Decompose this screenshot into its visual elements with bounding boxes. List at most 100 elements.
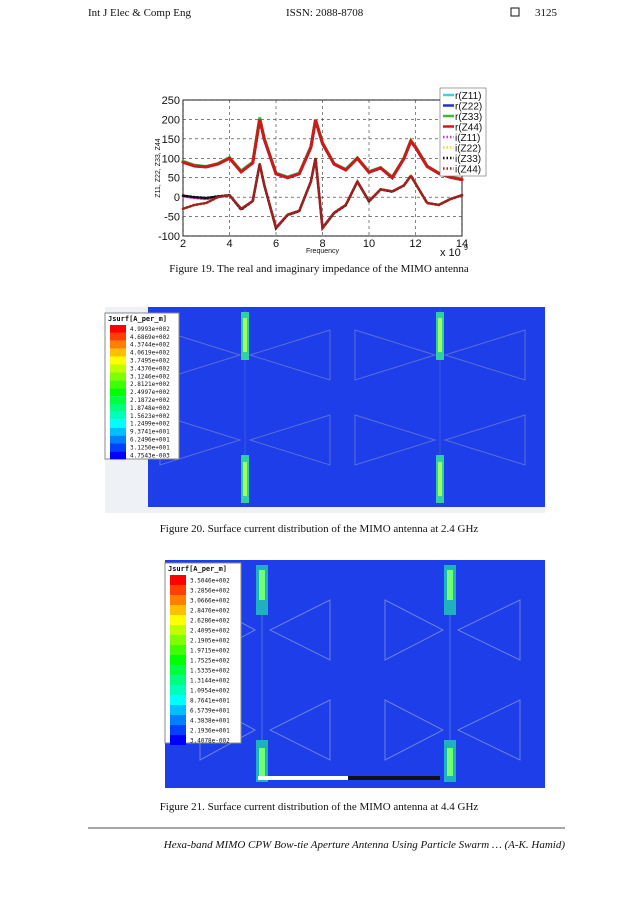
colorbar-swatch [110, 451, 126, 460]
colorbar-swatch [170, 615, 186, 625]
colorbar-label: 2.8476e+002 [190, 608, 230, 615]
caption: Figure 20. Surface current distribution … [160, 523, 479, 535]
colorbar-label: 4.0619e+002 [130, 350, 170, 357]
feed-currents [241, 310, 444, 505]
colorbar-label: 1.9715e+002 [190, 648, 230, 655]
colorbar-label: 9.3741e+001 [130, 429, 170, 436]
current-field [148, 307, 545, 507]
caption: Figure 19. The real and imaginary impeda… [169, 263, 469, 275]
legend-label: i(Z11) [455, 133, 480, 144]
caption: Figure 21. Surface current distribution … [160, 801, 479, 813]
colorbar-swatch [110, 396, 126, 404]
series-line [181, 158, 464, 232]
colorbar-label: 2.1872e+002 [130, 397, 170, 404]
y-tick-label: 150 [162, 134, 180, 146]
colorbar-label: 3.1246e+002 [130, 373, 170, 380]
y-tick-label: 200 [162, 114, 180, 126]
colorbar-label: 8.7641e+001 [190, 698, 230, 705]
y-tick-label: 100 [162, 153, 180, 165]
colorbar-swatch [110, 388, 126, 397]
colorbar-label: 3.0666e+002 [190, 598, 230, 605]
colorbar-label: 2.1905e+002 [190, 638, 230, 645]
colorbar-label: 1.5335e+002 [190, 668, 230, 675]
legend-label: r(Z44) [455, 123, 482, 134]
colorbar-swatch [170, 655, 186, 665]
colorbar-title: Jsurf[A_per_m] [108, 315, 167, 323]
colorbar-swatch [170, 595, 186, 605]
colorbar-label: 2.4095e+002 [190, 628, 230, 635]
colorbar-title: Jsurf[A_per_m] [168, 565, 227, 573]
legend-label: r(Z22) [455, 102, 482, 113]
page-number: 3125 [535, 7, 558, 19]
colorbar-label: 3.7495e+002 [130, 358, 170, 365]
y-tick-label: 250 [162, 95, 180, 107]
axis-scale-exponent: 9 [464, 245, 468, 252]
legend-box [439, 87, 487, 177]
colorbar-swatch [110, 372, 126, 381]
x-tick-label: 14 [456, 238, 468, 250]
colorbar-label: 3.5046e+002 [190, 578, 230, 585]
colorbar-swatch [170, 675, 186, 685]
x-axis-label: Frequency [306, 248, 340, 255]
colorbar-label: 4.7543e-003 [130, 452, 170, 459]
colorbar-label: 2.4997e+002 [130, 389, 170, 396]
figure-19: -100 -50 0 50 100 150 200 250 2 4 6 8 10 12 14 Frequenc… [155, 87, 487, 259]
colorbar-swatch [170, 735, 186, 745]
colorbar-swatch [170, 705, 186, 715]
colorbar-label: 4.3838e+001 [190, 718, 230, 725]
figure-20: Jsurf[A_per_m] 4.9993e+0024.6869e+0024.37… [104, 307, 545, 513]
box-icon [510, 7, 520, 17]
colorbar-label: 1.3144e+002 [190, 678, 230, 685]
colorbar-label: 2.8121e+002 [130, 381, 170, 388]
x-tick-label: 6 [273, 238, 279, 250]
colorbar-label: 6.2496e+001 [130, 437, 170, 444]
x-tick-label: 2 [180, 238, 186, 250]
colorbar-swatch [110, 340, 126, 349]
x-tick-label: 4 [226, 238, 232, 250]
colorbar-swatch [170, 575, 186, 585]
feed-currents [256, 565, 456, 782]
colorbar-label: 2.1936e+001 [190, 728, 230, 735]
series-line [181, 119, 464, 182]
colorbar-swatch [170, 625, 186, 635]
colorbar-label: 1.0954e+002 [190, 688, 230, 695]
colorbar-label: 3.2856e+002 [190, 588, 230, 595]
legend-label: i(Z44) [455, 165, 481, 176]
colorbar-swatch [110, 443, 126, 452]
colorbar-swatch [110, 364, 126, 373]
y-axis-label: Z11, Z22, Z33, Z44 [155, 138, 162, 198]
colorbar-swatch [170, 605, 186, 615]
x-tick-label: 12 [409, 238, 421, 250]
colorbar-swatch [110, 427, 126, 436]
colorbar-label: 4.3744e+002 [130, 342, 170, 349]
colorbar-swatch [110, 419, 126, 428]
y-tick-label: -50 [164, 212, 180, 224]
colorbar-swatch [110, 325, 126, 333]
colorbar-swatch [170, 725, 186, 735]
legend-label: r(Z11) [455, 91, 481, 102]
header: Int J Elec & Comp Eng ISSN: 2088-8708 31… [88, 7, 558, 19]
colorbar-swatch [170, 585, 186, 595]
colorbar-swatch [170, 695, 186, 705]
y-tick-label: 50 [168, 173, 180, 185]
legend-label: r(Z33) [455, 112, 482, 123]
colorbar-label: 3.1250e+001 [130, 444, 170, 451]
colorbar-swatch [110, 356, 126, 365]
y-tick-label: 0 [174, 192, 180, 204]
legend-label: i(Z22) [455, 144, 481, 155]
colorbar-label: 6.5739e+001 [190, 708, 230, 715]
colorbar-swatch [110, 380, 126, 389]
colorbar-swatch [110, 348, 126, 357]
colorbar-label: 1.8748e+002 [130, 405, 170, 412]
colorbar-swatch [170, 715, 186, 725]
colorbar-swatch [170, 645, 186, 655]
colorbar-swatch [110, 435, 126, 444]
colorbar-label: 1.2499e+002 [130, 421, 170, 428]
y-tick-label: -100 [158, 231, 180, 243]
figure-21: Jsurf[A_per_m] 3.5046e+002 3.2856e+002 3.06… [164, 560, 545, 788]
colorbar-swatch [110, 411, 126, 420]
colorbar-swatch [170, 665, 186, 675]
colorbar-label: 1.5623e+002 [130, 413, 170, 420]
journal: Int J Elec & Comp Eng [88, 7, 191, 19]
